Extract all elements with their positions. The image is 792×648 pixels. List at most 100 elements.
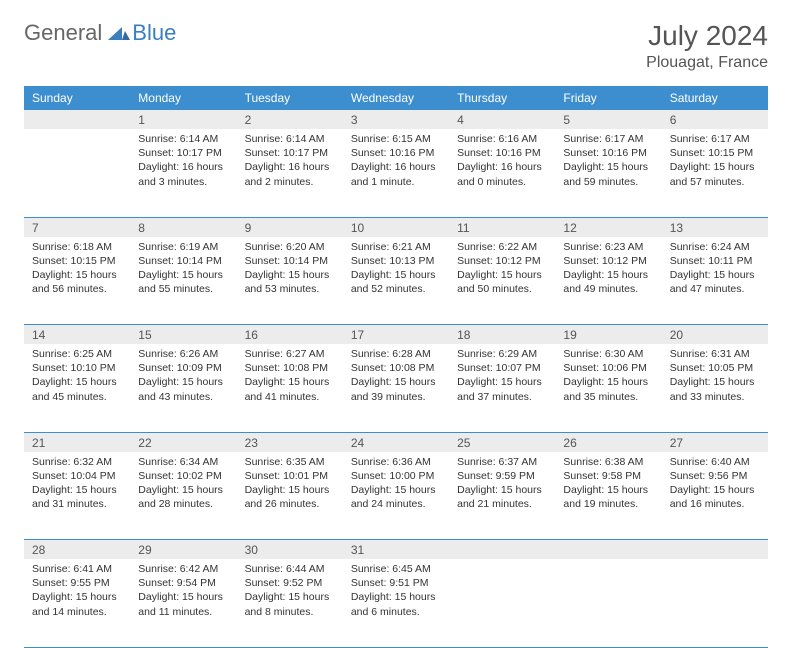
sunrise-line: Sunrise: 6:29 AM: [457, 347, 547, 361]
day-cell: Sunrise: 6:40 AMSunset: 9:56 PMDaylight:…: [662, 452, 768, 540]
day-cell-body: Sunrise: 6:25 AMSunset: 10:10 PMDaylight…: [24, 344, 130, 410]
day-number: 9: [237, 218, 343, 237]
content-row: Sunrise: 6:18 AMSunset: 10:15 PMDaylight…: [24, 237, 768, 325]
day-number: 27: [662, 433, 768, 452]
day-cell-body: Sunrise: 6:24 AMSunset: 10:11 PMDaylight…: [662, 237, 768, 303]
day-cell: Sunrise: 6:15 AMSunset: 10:16 PMDaylight…: [343, 129, 449, 217]
content-row: Sunrise: 6:14 AMSunset: 10:17 PMDaylight…: [24, 129, 768, 217]
day-number: [555, 540, 661, 545]
daylight-line: Daylight: 15 hours and 39 minutes.: [351, 375, 441, 403]
daylight-line: Daylight: 16 hours and 1 minute.: [351, 160, 441, 188]
sunset-line: Sunset: 10:06 PM: [563, 361, 653, 375]
daylight-line: Daylight: 15 hours and 16 minutes.: [670, 483, 760, 511]
sunrise-line: Sunrise: 6:21 AM: [351, 240, 441, 254]
logo-mark-icon: [108, 20, 130, 46]
day-cell: Sunrise: 6:32 AMSunset: 10:04 PMDaylight…: [24, 452, 130, 540]
sunset-line: Sunset: 10:01 PM: [245, 469, 335, 483]
daylight-line: Daylight: 15 hours and 57 minutes.: [670, 160, 760, 188]
daylight-line: Daylight: 15 hours and 33 minutes.: [670, 375, 760, 403]
sunset-line: Sunset: 10:16 PM: [563, 146, 653, 160]
sunrise-line: Sunrise: 6:45 AM: [351, 562, 441, 576]
day-cell: Sunrise: 6:38 AMSunset: 9:58 PMDaylight:…: [555, 452, 661, 540]
day-cell-body: Sunrise: 6:16 AMSunset: 10:16 PMDaylight…: [449, 129, 555, 195]
daynum-cell: 9: [237, 217, 343, 237]
weekday-header: Sunday: [24, 86, 130, 110]
sunrise-line: Sunrise: 6:14 AM: [138, 132, 228, 146]
day-cell-body: Sunrise: 6:42 AMSunset: 9:54 PMDaylight:…: [130, 559, 236, 625]
daynum-cell: 21: [24, 432, 130, 452]
day-cell: Sunrise: 6:16 AMSunset: 10:16 PMDaylight…: [449, 129, 555, 217]
day-cell-body: Sunrise: 6:17 AMSunset: 10:16 PMDaylight…: [555, 129, 661, 195]
sunset-line: Sunset: 9:51 PM: [351, 576, 441, 590]
daynum-cell: [449, 540, 555, 560]
day-number: 23: [237, 433, 343, 452]
daylight-line: Daylight: 15 hours and 28 minutes.: [138, 483, 228, 511]
day-number: [24, 110, 130, 115]
day-number: 15: [130, 325, 236, 344]
daynum-cell: 2: [237, 110, 343, 129]
day-cell-body: Sunrise: 6:41 AMSunset: 9:55 PMDaylight:…: [24, 559, 130, 625]
sunrise-line: Sunrise: 6:22 AM: [457, 240, 547, 254]
day-number: 28: [24, 540, 130, 559]
daylight-line: Daylight: 15 hours and 43 minutes.: [138, 375, 228, 403]
day-cell: Sunrise: 6:37 AMSunset: 9:59 PMDaylight:…: [449, 452, 555, 540]
day-number: 20: [662, 325, 768, 344]
sunrise-line: Sunrise: 6:18 AM: [32, 240, 122, 254]
day-cell: Sunrise: 6:26 AMSunset: 10:09 PMDaylight…: [130, 344, 236, 432]
day-cell: Sunrise: 6:17 AMSunset: 10:15 PMDaylight…: [662, 129, 768, 217]
daynum-row: 78910111213: [24, 217, 768, 237]
day-cell: Sunrise: 6:19 AMSunset: 10:14 PMDaylight…: [130, 237, 236, 325]
day-cell: Sunrise: 6:34 AMSunset: 10:02 PMDaylight…: [130, 452, 236, 540]
daylight-line: Daylight: 15 hours and 6 minutes.: [351, 590, 441, 618]
day-number: 31: [343, 540, 449, 559]
sunrise-line: Sunrise: 6:16 AM: [457, 132, 547, 146]
sunset-line: Sunset: 10:08 PM: [351, 361, 441, 375]
daynum-cell: 20: [662, 325, 768, 345]
sunset-line: Sunset: 9:58 PM: [563, 469, 653, 483]
sunset-line: Sunset: 9:52 PM: [245, 576, 335, 590]
day-cell: Sunrise: 6:35 AMSunset: 10:01 PMDaylight…: [237, 452, 343, 540]
daynum-cell: [24, 110, 130, 129]
daynum-cell: 17: [343, 325, 449, 345]
daylight-line: Daylight: 15 hours and 50 minutes.: [457, 268, 547, 296]
day-cell: Sunrise: 6:31 AMSunset: 10:05 PMDaylight…: [662, 344, 768, 432]
sunrise-line: Sunrise: 6:24 AM: [670, 240, 760, 254]
calendar-table: SundayMondayTuesdayWednesdayThursdayFrid…: [24, 86, 768, 648]
day-number: 19: [555, 325, 661, 344]
sunrise-line: Sunrise: 6:15 AM: [351, 132, 441, 146]
day-cell-body: Sunrise: 6:17 AMSunset: 10:15 PMDaylight…: [662, 129, 768, 195]
daynum-row: 14151617181920: [24, 325, 768, 345]
daynum-cell: 29: [130, 540, 236, 560]
day-cell-body: Sunrise: 6:22 AMSunset: 10:12 PMDaylight…: [449, 237, 555, 303]
sunset-line: Sunset: 10:12 PM: [563, 254, 653, 268]
sunrise-line: Sunrise: 6:14 AM: [245, 132, 335, 146]
daynum-cell: [662, 540, 768, 560]
daylight-line: Daylight: 15 hours and 53 minutes.: [245, 268, 335, 296]
daylight-line: Daylight: 15 hours and 19 minutes.: [563, 483, 653, 511]
daynum-cell: 27: [662, 432, 768, 452]
day-cell: Sunrise: 6:41 AMSunset: 9:55 PMDaylight:…: [24, 559, 130, 647]
sunset-line: Sunset: 10:08 PM: [245, 361, 335, 375]
sunrise-line: Sunrise: 6:23 AM: [563, 240, 653, 254]
day-number: 14: [24, 325, 130, 344]
sunrise-line: Sunrise: 6:31 AM: [670, 347, 760, 361]
month-title: July 2024: [646, 20, 768, 52]
day-cell: Sunrise: 6:23 AMSunset: 10:12 PMDaylight…: [555, 237, 661, 325]
sunset-line: Sunset: 10:00 PM: [351, 469, 441, 483]
sunrise-line: Sunrise: 6:28 AM: [351, 347, 441, 361]
day-cell: [449, 559, 555, 647]
daylight-line: Daylight: 15 hours and 56 minutes.: [32, 268, 122, 296]
day-cell: Sunrise: 6:25 AMSunset: 10:10 PMDaylight…: [24, 344, 130, 432]
day-number: 12: [555, 218, 661, 237]
day-number: 7: [24, 218, 130, 237]
day-cell: [662, 559, 768, 647]
day-cell-body: Sunrise: 6:35 AMSunset: 10:01 PMDaylight…: [237, 452, 343, 518]
day-cell-body: Sunrise: 6:15 AMSunset: 10:16 PMDaylight…: [343, 129, 449, 195]
daynum-cell: 16: [237, 325, 343, 345]
daylight-line: Daylight: 15 hours and 26 minutes.: [245, 483, 335, 511]
daylight-line: Daylight: 16 hours and 0 minutes.: [457, 160, 547, 188]
daylight-line: Daylight: 15 hours and 35 minutes.: [563, 375, 653, 403]
day-cell-body: Sunrise: 6:26 AMSunset: 10:09 PMDaylight…: [130, 344, 236, 410]
sunrise-line: Sunrise: 6:26 AM: [138, 347, 228, 361]
sunset-line: Sunset: 10:15 PM: [32, 254, 122, 268]
